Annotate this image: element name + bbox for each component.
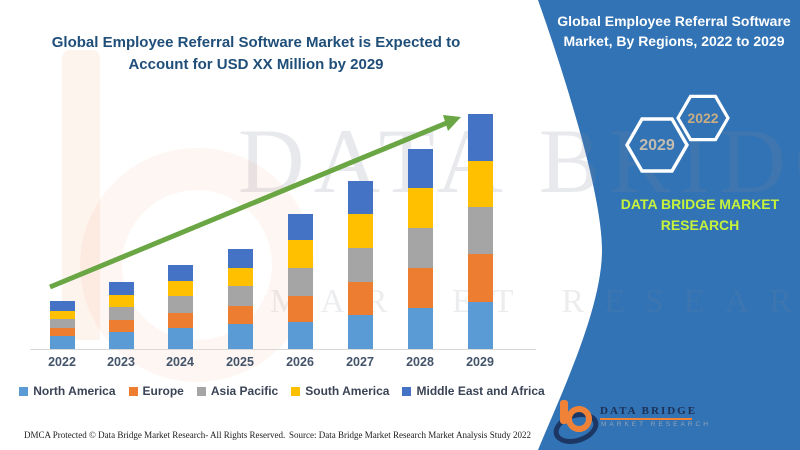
bar-2026 [287,214,313,349]
bar-segment [108,282,134,295]
bar-segment [49,328,75,336]
legend-label: Europe [142,384,184,398]
bar-2028 [407,149,433,349]
bar-2024 [167,265,193,349]
bar-2027 [347,181,373,349]
footer-dmca-text: DMCA Protected © Data Bridge Market Rese… [24,430,286,440]
bar-segment [287,214,313,240]
x-label-2028: 2028 [406,355,434,369]
bar-2025 [227,249,253,349]
logo-name: DATA BRIDGE [600,405,698,417]
bar-2022 [49,301,75,349]
bar-segment [167,328,193,349]
legend-swatch-icon [402,386,412,396]
legend-item: Europe [128,384,184,398]
x-label-2025: 2025 [226,355,254,369]
legend-label: Asia Pacific [210,384,279,398]
bar-segment [108,295,134,307]
x-label-2029: 2029 [466,355,494,369]
bar-segment [227,286,253,306]
logo-underline [600,418,692,420]
bar-segment [227,306,253,324]
bar-segment [227,268,253,286]
bar-segment [227,324,253,349]
bar-segment [347,214,373,248]
bar-segment [347,282,373,315]
x-label-2026: 2026 [286,355,314,369]
hexagon-2029-label: 2029 [639,137,675,154]
bar-segment [167,296,193,313]
bar-segment [108,332,134,349]
footer-source-text: Source: Data Bridge Market Research Mark… [289,430,531,440]
legend-swatch-icon [19,386,29,396]
bar-segment [407,268,433,308]
bar-segment [467,302,493,349]
bar-segment [49,336,75,349]
bar-segment [287,268,313,296]
legend-label: South America [305,384,390,398]
legend-label: Middle East and Africa [416,384,545,398]
bar-segment [407,149,433,188]
logo-b-bowl-icon [566,406,592,432]
bar-segment [49,301,75,311]
bar-2023 [108,282,134,349]
legend-item: Middle East and Africa [402,384,545,398]
x-label-2027: 2027 [346,355,374,369]
sidebar-title: Global Employee Referral Software Market… [557,13,791,49]
bar-segment [287,296,313,322]
x-label-2024: 2024 [166,355,194,369]
chart-title: Global Employee Referral Software Market… [51,34,461,73]
bar-segment [287,322,313,349]
legend-swatch-icon [128,386,138,396]
x-label-2022: 2022 [48,355,76,369]
bar-segment [167,313,193,328]
legend-item: North America [19,384,116,398]
bar-segment [287,240,313,268]
brand-name-text: DATA BRIDGE MARKET RESEARCH [620,196,780,233]
hexagon-2022-label: 2022 [687,110,719,126]
bar-segment [227,249,253,268]
logo-b-icon [560,400,568,424]
x-axis-line [30,349,536,350]
bar-segment [407,308,433,349]
bar-segment [108,307,134,320]
legend-item: Asia Pacific [196,384,279,398]
bar-segment [467,254,493,302]
bar-segment [167,265,193,281]
bar-segment [347,248,373,282]
legend-swatch-icon [196,386,206,396]
bar-segment [49,311,75,319]
bar-segment [407,228,433,268]
bar-segment [167,281,193,296]
bar-segment [467,207,493,254]
legend-label: North America [33,384,116,398]
bar-2029 [467,114,493,349]
bar-segment [407,188,433,228]
logo-tagline: MARKET RESEARCH [601,421,711,428]
legend-item: South America [291,384,389,398]
bar-segment [347,315,373,349]
bar-segment [467,161,493,207]
bar-segment [49,319,75,328]
x-label-2023: 2023 [107,355,135,369]
bar-segment [108,320,134,332]
bar-segment [467,114,493,161]
bar-segment [347,181,373,214]
chart-legend: North America Europe Asia Pacific South Ame… [19,382,545,400]
legend-swatch-icon [291,386,301,396]
